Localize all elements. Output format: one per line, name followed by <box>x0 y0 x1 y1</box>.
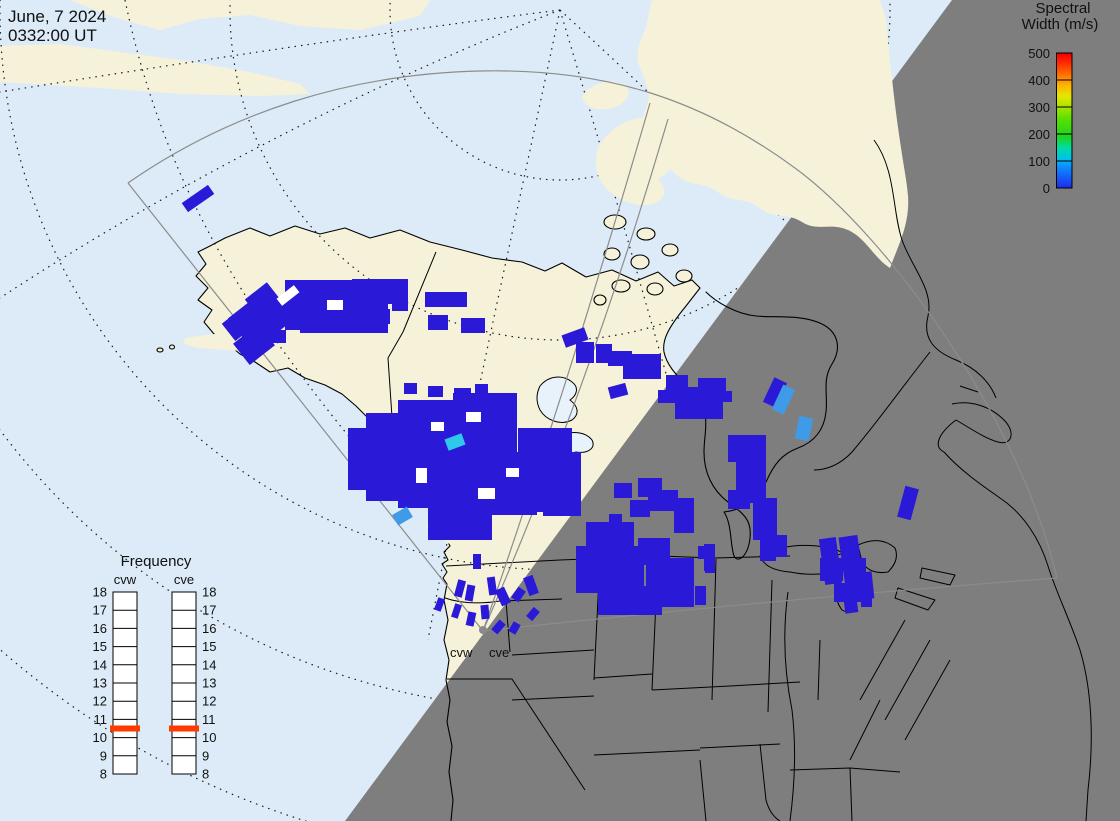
backscatter-cell <box>428 386 443 397</box>
backscatter-cell <box>705 558 715 573</box>
frequency-col-cvw: cvw <box>114 572 137 587</box>
frequency-tick-label: 9 <box>202 748 209 763</box>
frequency-tick-label: 11 <box>202 712 216 727</box>
frequency-tick-label: 10 <box>93 730 107 745</box>
map-canvas: cvw cve June, 7 2024 0332:00 UT Spectral… <box>0 0 1120 821</box>
frequency-tick-label: 17 <box>202 603 216 618</box>
frequency-marker <box>110 726 140 732</box>
superdarn-map-plot: cvw cve June, 7 2024 0332:00 UT Spectral… <box>0 0 1120 821</box>
frequency-tick-label: 16 <box>93 621 107 636</box>
backscatter-cell <box>454 388 471 401</box>
map-label-cvw: cvw <box>450 645 473 660</box>
colorbar-tick-label: 500 <box>1028 46 1050 61</box>
frequency-tick-label: 14 <box>202 657 216 672</box>
frequency-tick-label: 17 <box>93 603 107 618</box>
frequency-marker <box>169 726 199 732</box>
backscatter-cell <box>350 309 390 324</box>
backscatter-cell <box>614 483 632 498</box>
frequency-tick-label: 18 <box>202 585 216 600</box>
frequency-col-cve: cve <box>174 572 194 587</box>
backscatter-cell <box>849 558 866 589</box>
backscatter-cell <box>728 435 766 462</box>
frequency-tick-label: 9 <box>100 748 107 763</box>
backscatter-cell <box>404 383 417 394</box>
frequency-tick-label: 15 <box>202 639 216 654</box>
backscatter-cell <box>392 298 408 311</box>
backscatter-cell <box>576 342 594 363</box>
time-label: 0332:00 UT <box>8 26 97 45</box>
colorbar-tick-label: 0 <box>1043 181 1050 196</box>
backscatter-cell <box>658 390 676 403</box>
backscatter-cell <box>646 558 694 607</box>
colorbar-tick-label: 400 <box>1028 73 1050 88</box>
backscatter-cell <box>698 546 709 559</box>
colorbar-gradient <box>1057 53 1073 188</box>
backscatter-cell <box>480 605 489 620</box>
frequency-tick-label: 13 <box>202 676 216 691</box>
radar-site-dot <box>479 626 487 634</box>
backscatter-cell <box>674 498 694 533</box>
backscatter-cell <box>698 378 726 393</box>
backscatter-cell <box>623 354 661 379</box>
backscatter-cell <box>425 292 467 307</box>
backscatter-cell <box>820 558 843 581</box>
backscatter-cell <box>695 586 706 605</box>
frequency-tick-label: 8 <box>100 767 107 782</box>
frequency-tick-label: 13 <box>93 676 107 691</box>
frequency-tick-label: 10 <box>202 730 216 745</box>
backscatter-cell <box>753 498 777 540</box>
backscatter-cell <box>760 538 776 561</box>
colorbar-title-2: Width (m/s) <box>1022 16 1099 33</box>
colorbar-tick-label: 100 <box>1028 154 1050 169</box>
frequency-tick-label: 14 <box>93 657 107 672</box>
frequency-tick-label: 12 <box>93 694 107 709</box>
colorbar-tick-label: 200 <box>1028 127 1050 142</box>
backscatter-cell <box>506 468 519 477</box>
backscatter-cell <box>478 488 495 499</box>
backscatter-cell <box>327 300 343 310</box>
colorbar-tick-label: 300 <box>1028 100 1050 115</box>
frequency-tick-label: 8 <box>202 767 209 782</box>
backscatter-cell <box>861 592 872 607</box>
frequency-tick-label: 15 <box>93 639 107 654</box>
backscatter-cell <box>718 391 732 402</box>
backscatter-cell <box>473 554 481 569</box>
frequency-tick-label: 11 <box>94 712 108 727</box>
frequency-tick-label: 12 <box>202 694 216 709</box>
backscatter-cell <box>461 318 485 333</box>
frequency-tick-label: 16 <box>202 621 216 636</box>
backscatter-cell <box>428 315 448 330</box>
frequency-tick-label: 18 <box>93 585 107 600</box>
backscatter-cell <box>728 490 750 509</box>
backscatter-cell <box>431 422 444 431</box>
backscatter-cell <box>268 330 286 343</box>
backscatter-cell <box>648 490 678 511</box>
backscatter-cell <box>576 546 644 593</box>
backscatter-cell <box>543 452 581 516</box>
map-label-cve: cve <box>489 645 509 660</box>
backscatter-cell <box>638 538 670 565</box>
date-label: June, 7 2024 <box>8 7 106 26</box>
backscatter-cell <box>776 535 787 557</box>
frequency-title: Frequency <box>121 553 192 570</box>
backscatter-cell <box>475 384 488 395</box>
timestamp: June, 7 2024 0332:00 UT <box>8 7 106 45</box>
backscatter-cell <box>630 500 650 517</box>
backscatter-cell <box>466 412 481 422</box>
backscatter-cell <box>416 468 427 483</box>
backscatter-cell <box>428 498 492 540</box>
colorbar-title-1: Spectral <box>1035 0 1090 17</box>
